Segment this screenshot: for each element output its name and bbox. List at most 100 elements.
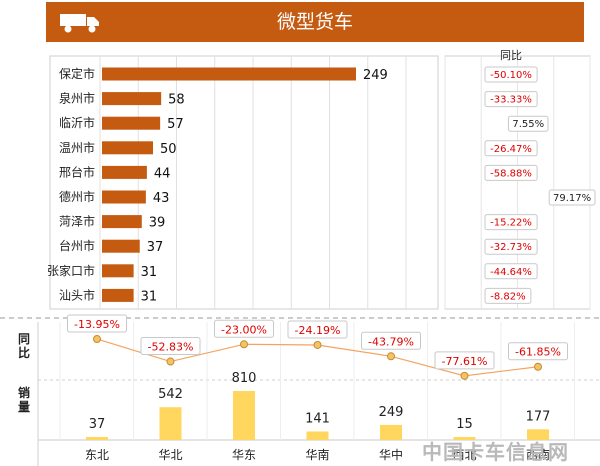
yoy-point (166, 357, 175, 366)
yoy-label: -8.82% (490, 291, 525, 302)
category-label: 西北 (452, 448, 476, 462)
region-sales-axis-label: 销量 (18, 386, 31, 414)
yoy-label: -58.88% (490, 168, 532, 179)
data-label: 810 (232, 371, 257, 386)
yoy-label: -52.83% (148, 341, 194, 354)
data-label: 43 (153, 191, 170, 206)
bar (102, 116, 161, 130)
yoy-callout (484, 214, 538, 231)
category-label: 汕头市 (59, 287, 95, 302)
yoy-point (93, 335, 101, 344)
yoy-label: -26.47% (490, 144, 532, 155)
yoy-label: -44.64% (490, 267, 532, 278)
bar (453, 437, 476, 440)
yoy-callout (507, 115, 549, 132)
category-label: 邢台市 (59, 164, 95, 179)
data-label: 50 (160, 142, 177, 157)
category-label: 菏泽市 (59, 214, 95, 229)
yoy-callout (434, 351, 495, 370)
bar-chart-frame (49, 55, 439, 310)
yoy-point (534, 362, 542, 371)
chart-title: 微型货车 (276, 11, 353, 33)
bar (102, 165, 147, 179)
yoy-label: -61.85% (515, 346, 561, 359)
yoy-callout (484, 238, 538, 255)
data-label: 57 (167, 117, 184, 132)
chart-header: 微型货车 (46, 2, 584, 42)
category-label: 德州市 (59, 189, 95, 204)
yoy-label: -15.22% (490, 218, 532, 229)
bar (159, 407, 182, 440)
watermark: 中国卡车信息网 (422, 440, 569, 464)
category-label: 华中 (379, 447, 403, 462)
yoy-label: -23.00% (221, 323, 267, 336)
yoy-callout (484, 91, 538, 108)
yoy-label: -24.19% (295, 324, 341, 337)
yoy-label: -43.79% (368, 335, 414, 348)
data-label: 37 (147, 240, 164, 255)
category-label: 泉州市 (59, 91, 95, 106)
category-label: 温州市 (59, 140, 95, 155)
bar (102, 190, 146, 204)
category-label: 西南 (526, 447, 550, 462)
yoy-column-title: 同比 (500, 49, 522, 62)
yoy-point (240, 340, 248, 349)
yoy-callout (287, 320, 348, 339)
yoy-callout (484, 263, 538, 280)
bar (102, 264, 134, 278)
yoy-callout (484, 287, 532, 304)
yoy-label: -50.10% (490, 70, 532, 81)
data-label: 249 (363, 68, 388, 83)
yoy-label: -32.73% (490, 242, 532, 253)
category-label: 张家口市 (47, 263, 95, 278)
data-label: 542 (158, 387, 183, 402)
data-label: 15 (456, 417, 473, 432)
yoy-label: -13.95% (74, 318, 120, 331)
category-label: 台州市 (59, 238, 95, 253)
bar (233, 391, 255, 440)
yoy-point (313, 340, 322, 349)
bar (102, 92, 162, 106)
bar (102, 288, 134, 302)
category-label: 临沂市 (59, 115, 95, 130)
region-yoy-axis-label: 同比 (18, 332, 31, 360)
yoy-callout (484, 140, 538, 157)
yoy-label: 79.17% (553, 193, 591, 204)
yoy-label: -77.61% (442, 355, 488, 368)
yoy-callout (548, 189, 596, 206)
bar (102, 67, 356, 81)
yoy-label: 7.55% (512, 119, 544, 130)
yoy-callout (214, 319, 274, 338)
yoy-point (460, 371, 469, 380)
category-label: 华南 (305, 447, 329, 462)
category-label: 东北 (85, 448, 109, 462)
yoy-callout (484, 164, 538, 181)
bar (380, 424, 402, 440)
yoy-callout (484, 66, 538, 83)
yoy-point (387, 352, 395, 361)
data-label: 31 (141, 265, 158, 280)
data-label: 249 (379, 405, 404, 420)
yoy-callout (140, 337, 201, 356)
data-label: 31 (141, 289, 158, 304)
bar (86, 437, 108, 440)
data-label: 177 (526, 409, 551, 424)
data-label: 37 (89, 417, 106, 432)
yoy-callout (67, 314, 127, 333)
bar (102, 141, 153, 155)
category-label: 华东 (232, 448, 256, 462)
yoy-label: -33.33% (490, 95, 532, 106)
yoy-callout (361, 331, 421, 350)
yoy-callout (508, 342, 568, 361)
data-label: 39 (149, 216, 166, 231)
data-label: 141 (305, 411, 330, 426)
bar (527, 429, 549, 440)
bar (102, 215, 142, 229)
data-label: 44 (154, 166, 171, 181)
bar (102, 239, 140, 253)
data-label: 58 (168, 93, 185, 108)
truck-icon (60, 14, 99, 33)
